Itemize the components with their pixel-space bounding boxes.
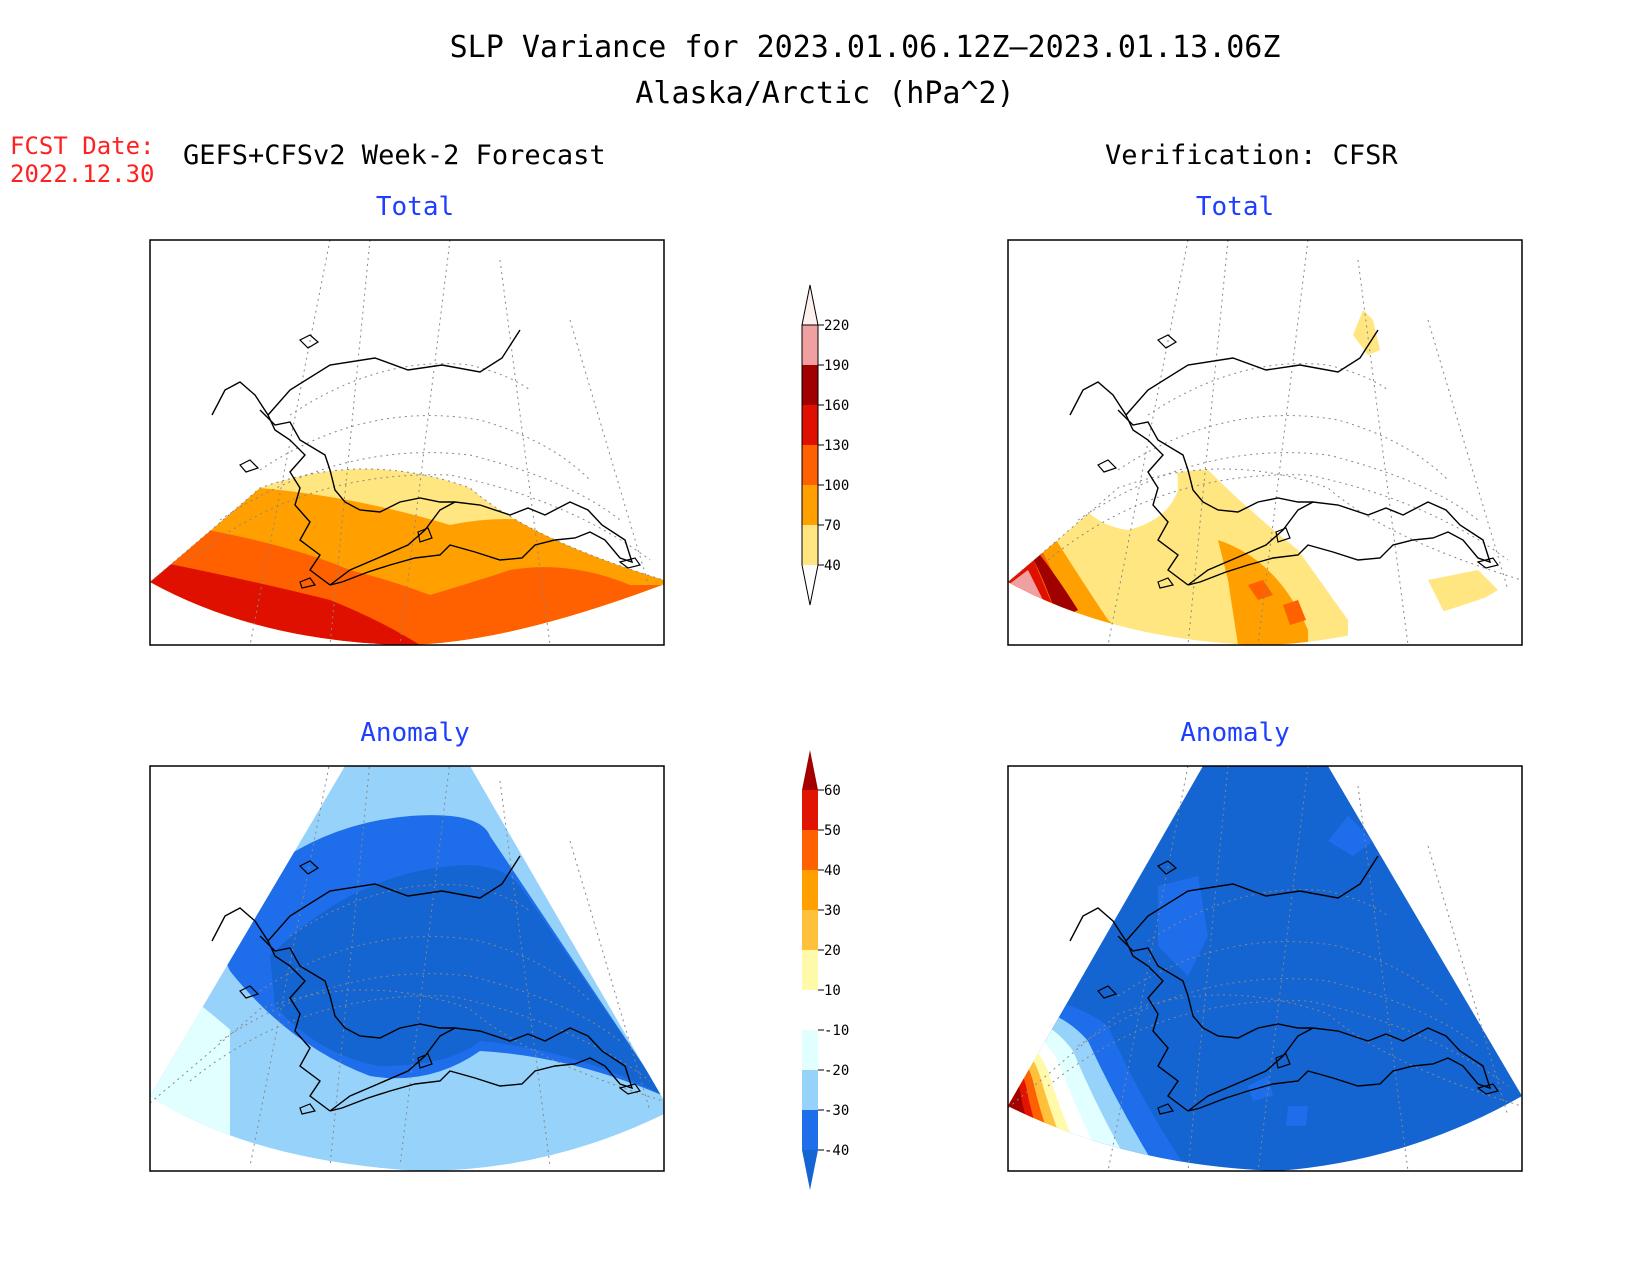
colorbar-anomaly-tick-label: 10 [824,983,841,999]
colorbar-anomaly-segment [802,1110,818,1150]
colorbar-total-top-end [801,284,819,326]
colorbar-total-tick-label: 130 [824,438,849,454]
colorbar-total-tick-label: 220 [824,318,849,334]
colorbar-total-tick-label: 190 [824,358,849,374]
forecast-header: GEFS+CFSv2 Week-2 Forecast [183,140,606,171]
colorbar-total-segment [802,485,818,525]
colorbar-total-bottom-end [801,564,819,606]
verification-header: Verification: CFSR [1105,140,1398,171]
colorbar-total-tick-label: 100 [824,478,849,494]
colorbar-total-tick-label: 160 [824,398,849,414]
colorbar-anomaly-segment [802,910,818,950]
colorbar-total-segment [802,525,818,565]
map-panel-forecast-total [149,239,665,646]
colorbar-anomaly-tick-label: -10 [824,1023,849,1039]
colorbar-anomaly: -40 -30 -20 -10 10 20 30 40 50 60 [802,750,849,1190]
fcst-date-label: FCST Date: [10,132,155,160]
colorbar-total-segment [802,405,818,445]
colorbar-anomaly-tick-label: 30 [824,903,841,919]
colorbar-anomaly-tick-label: 60 [824,783,841,799]
colorbar-anomaly-tick-label: 40 [824,863,841,879]
map-panel-forecast-anomaly [149,765,665,1172]
colorbar-anomaly-bottom-end [802,1150,818,1190]
colorbar-total-segment [802,325,818,365]
colorbar-anomaly-top-end [802,750,818,790]
colorbar-anomaly-segment [802,990,818,1030]
panel-title-forecast-anomaly: Anomaly [360,718,470,748]
colorbar-anomaly-segment [802,950,818,990]
colorbar-anomaly-segment [802,790,818,830]
map-panel-verification-total [1007,239,1523,646]
colorbar-anomaly-tick-label: -20 [824,1063,849,1079]
colorbar-anomaly-segment [802,830,818,870]
map-panel-verification-anomaly [1007,765,1523,1172]
colorbar-total-segment [802,365,818,405]
colorbar-anomaly-tick-label: 20 [824,943,841,959]
figure-title: SLP Variance for 2023.01.06.12Z–2023.01.… [449,30,1281,65]
colorbar-total-tick-label: 70 [824,518,841,534]
colorbar-total-segment [802,445,818,485]
fcst-date-value: 2022.12.30 [10,160,155,188]
colorbar-anomaly-tick-label: 50 [824,823,841,839]
colorbar-anomaly-tick-label: -40 [824,1143,849,1159]
panel-title-verification-anomaly: Anomaly [1180,718,1290,748]
figure-subtitle: Alaska/Arctic (hPa^2) [635,76,1015,111]
colorbar-anomaly-segment [802,1030,818,1070]
panel-title-verification-total: Total [1195,192,1275,222]
colorbar-total: 40 70 100 130 160 190 220 [801,284,849,606]
colorbar-anomaly-tick-label: -30 [824,1103,849,1119]
colorbar-anomaly-segment [802,870,818,910]
colorbar-anomaly-segment [802,1070,818,1110]
colorbar-total-tick-label: 40 [824,558,841,574]
panel-title-forecast-total: Total [375,192,455,222]
